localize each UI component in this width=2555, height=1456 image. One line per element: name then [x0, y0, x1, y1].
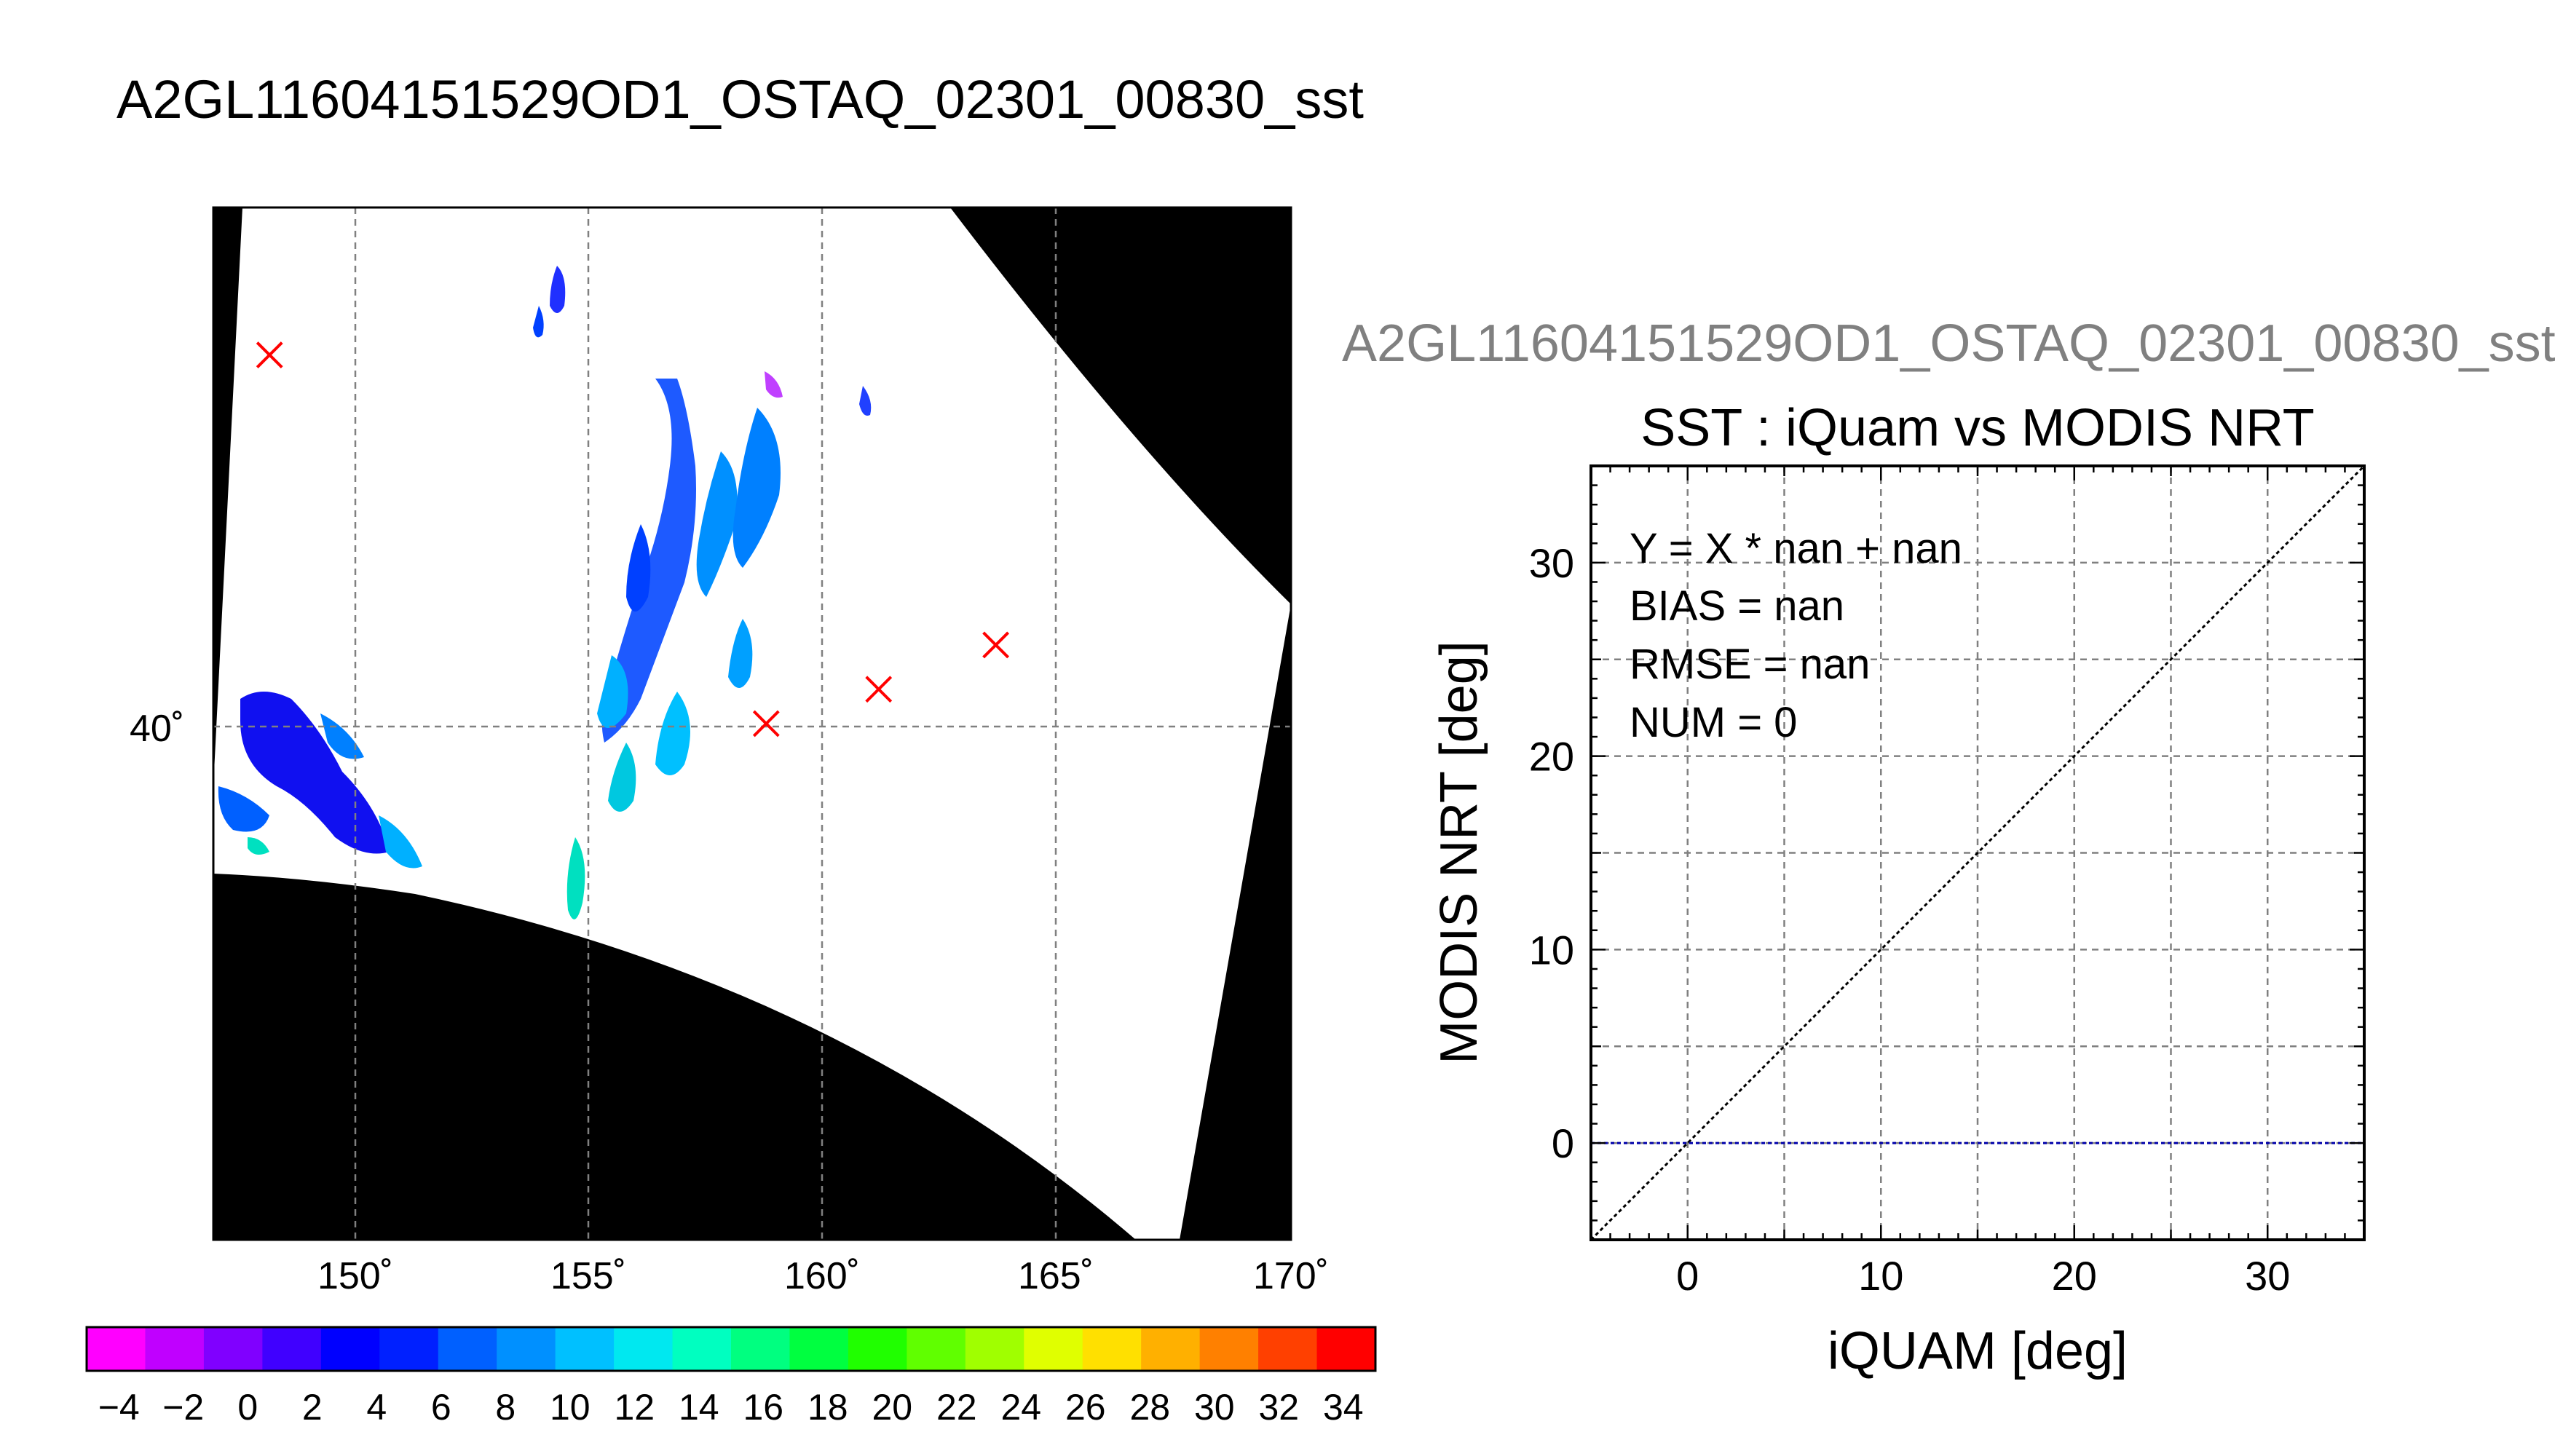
- sst-map: 40˚ 150˚ 155˚ 160˚ 165˚ 170˚: [130, 206, 1329, 1297]
- map-frame: [212, 206, 1292, 1241]
- colorbar-cells: [87, 1327, 1376, 1371]
- lon-tick-labels: 150˚ 155˚ 160˚ 165˚ 170˚: [317, 1255, 1329, 1297]
- x-tick-label: 20: [2052, 1253, 2097, 1299]
- colorbar-tick-label: 24: [1000, 1387, 1041, 1428]
- match-point-marker: [982, 631, 1010, 659]
- colorbar-cell: [731, 1327, 790, 1371]
- colorbar: −4 −2 0 2 4 6 8 10 12 14 16 18 20 22 24 26 28 30 32 34: [85, 1326, 1377, 1428]
- colorbar-tick-label: 32: [1258, 1387, 1299, 1428]
- colorbar-tick-label: −2: [162, 1387, 204, 1428]
- colorbar-cell: [262, 1327, 322, 1371]
- colorbar-cell: [789, 1327, 849, 1371]
- y-axis-label: MODIS NRT [deg]: [1430, 641, 1488, 1064]
- colorbar-tick-label: 12: [614, 1387, 655, 1428]
- colorbar-tick-label: 4: [366, 1387, 387, 1428]
- colorbar-tick-label: 16: [743, 1387, 783, 1428]
- colorbar-cell: [848, 1327, 907, 1371]
- y-tick-label: 10: [1529, 927, 1574, 973]
- colorbar-tick-label: 26: [1065, 1387, 1106, 1428]
- scatter-subtitle: A2GL11604151529OD1_OSTAQ_02301_00830_sst: [1342, 314, 2555, 373]
- colorbar-cell: [1316, 1327, 1376, 1371]
- colorbar-cell: [1024, 1327, 1083, 1371]
- colorbar-tick-label: 18: [807, 1387, 848, 1428]
- colorbar-tick-label: 34: [1323, 1387, 1364, 1428]
- colorbar-tick-label: 30: [1194, 1387, 1235, 1428]
- stats-bias: BIAS = nan: [1630, 582, 1844, 630]
- match-point-marker: [256, 341, 283, 368]
- colorbar-cell: [379, 1327, 439, 1371]
- colorbar-cell: [672, 1327, 732, 1371]
- colorbar-cell: [320, 1327, 380, 1371]
- colorbar-tick-label: 14: [679, 1387, 719, 1428]
- colorbar-tick-label: 20: [872, 1387, 912, 1428]
- sst-pixels: [218, 266, 872, 919]
- colorbar-tick-label: 0: [237, 1387, 258, 1428]
- colorbar-labels: −4 −2 0 2 4 6 8 10 12 14 16 18 20 22 24 26 28 30 32 34: [98, 1387, 1364, 1428]
- colorbar-cell: [438, 1327, 497, 1371]
- colorbar-tick-label: 28: [1129, 1387, 1170, 1428]
- lon-tick-label: 165˚: [1018, 1255, 1094, 1297]
- colorbar-cell: [497, 1327, 556, 1371]
- colorbar-tick-label: 10: [550, 1387, 591, 1428]
- colorbar-cell: [614, 1327, 674, 1371]
- x-tick-label: 0: [1676, 1253, 1699, 1299]
- match-point-marker: [865, 676, 893, 703]
- scatter-panel: A2GL11604151529OD1_OSTAQ_02301_00830_sst…: [1342, 314, 2555, 1380]
- stats-rmse: RMSE = nan: [1630, 641, 1870, 688]
- scatter-ticks: 0 10 20 30 0 10 20 30: [1529, 464, 2366, 1299]
- colorbar-cell: [1141, 1327, 1201, 1371]
- scatter-title: SST : iQuam vs MODIS NRT: [1640, 399, 2315, 457]
- match-points: [256, 341, 1010, 737]
- map-graticule: [213, 207, 1291, 1240]
- stats-fit: Y = X * nan + nan: [1630, 525, 1962, 572]
- colorbar-cell: [1258, 1327, 1318, 1371]
- one-to-one-line: [1590, 464, 2366, 1241]
- lon-tick-label: 155˚: [550, 1255, 626, 1297]
- stats-box: Y = X * nan + nan BIAS = nan RMSE = nan …: [1630, 525, 1962, 746]
- colorbar-tick-label: 8: [495, 1387, 516, 1428]
- colorbar-cell: [965, 1327, 1024, 1371]
- y-tick-label: 30: [1529, 540, 1574, 586]
- scatter-grid: [1591, 466, 2364, 1240]
- colorbar-cell: [555, 1327, 615, 1371]
- map-swath: [213, 207, 1291, 1240]
- lon-tick-label: 150˚: [317, 1255, 393, 1297]
- stats-num: NUM = 0: [1630, 699, 1797, 746]
- lon-tick-label: 170˚: [1253, 1255, 1329, 1297]
- colorbar-cell: [145, 1327, 205, 1371]
- colorbar-cell: [907, 1327, 966, 1371]
- colorbar-tick-label: 6: [431, 1387, 451, 1428]
- scatter-reference-lines: [1590, 464, 2366, 1241]
- colorbar-cell: [203, 1327, 263, 1371]
- colorbar-cell: [1082, 1327, 1142, 1371]
- x-axis-label: iQUAM [deg]: [1828, 1322, 2128, 1380]
- colorbar-cell: [87, 1327, 146, 1371]
- page-title: A2GL11604151529OD1_OSTAQ_02301_00830_sst: [117, 69, 1364, 130]
- colorbar-frame: [85, 1326, 1377, 1372]
- lon-tick-label: 160˚: [784, 1255, 860, 1297]
- colorbar-tick-label: 2: [302, 1387, 323, 1428]
- lat-tick-label: 40˚: [130, 708, 184, 750]
- colorbar-tick-label: −4: [98, 1387, 140, 1428]
- colorbar-tick-label: 22: [936, 1387, 977, 1428]
- y-tick-label: 20: [1529, 734, 1574, 780]
- colorbar-cell: [1199, 1327, 1259, 1371]
- match-point-marker: [752, 710, 780, 737]
- y-tick-label: 0: [1552, 1120, 1574, 1166]
- x-tick-label: 10: [1858, 1253, 1903, 1299]
- x-tick-label: 30: [2245, 1253, 2290, 1299]
